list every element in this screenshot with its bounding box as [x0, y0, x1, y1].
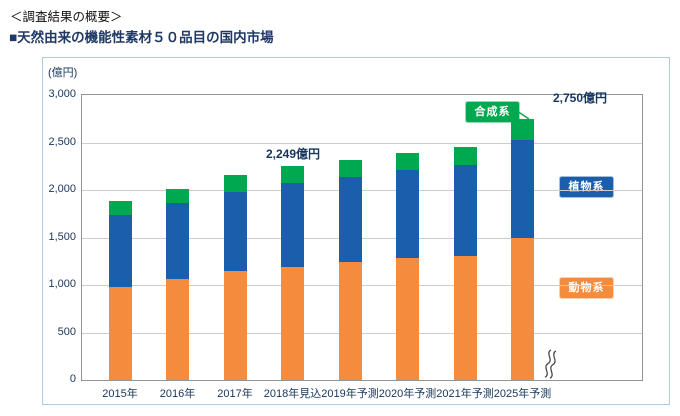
x-axis-tick-label: 2016年: [159, 388, 196, 400]
stacked-bar: [108, 200, 132, 380]
chart-region: (億円) 合成系 植物系 動物系 2,249億円 2,750億円 3,000 2,…: [42, 57, 670, 405]
gridline: [82, 237, 642, 239]
y-axis-tick-label: 2,500: [48, 135, 76, 148]
bar-segment-動物系: [511, 238, 534, 380]
bar-segment-合成系: [281, 166, 304, 183]
bar-segment-植物系: [281, 182, 304, 267]
x-axis-tick-label: 2015年: [102, 388, 138, 400]
y-axis-tick-label: 500: [57, 325, 76, 338]
bar-segment-植物系: [166, 203, 189, 280]
x-axis-tick-label: 2019年予測: [321, 388, 379, 400]
legend-plant: 植物系: [559, 176, 614, 198]
bar-segment-合成系: [396, 152, 419, 171]
bar-segment-動物系: [338, 262, 362, 380]
gridline: [82, 285, 642, 286]
bar-segment-動物系: [396, 258, 419, 380]
y-axis-tick-label: 2,000: [48, 183, 76, 195]
bar-segment-植物系: [396, 170, 419, 259]
stacked-bar: [223, 175, 247, 380]
x-axis-tick-label: 2017年: [217, 388, 253, 400]
bar-segment-合成系: [338, 160, 362, 177]
legend-synthetic: 合成系: [465, 101, 520, 123]
x-axis-tick-label: 2021年予測: [436, 388, 494, 400]
bar-segment-動物系: [223, 270, 247, 380]
gridline: [82, 190, 642, 191]
bar-segment-植物系: [108, 215, 132, 288]
y-axis-tick-label: 1,000: [48, 278, 76, 290]
annotation-2025-total: 2,750億円: [552, 91, 608, 105]
x-axis-tick-label: 2025年予測: [493, 388, 552, 400]
bar-segment-植物系: [223, 191, 247, 271]
bar-segment-合成系: [223, 175, 247, 192]
stacked-bar: [453, 147, 477, 380]
plot-area: 合成系 植物系 動物系 2,249億円 2,750億円 3,000 2,500 2,…: [48, 88, 643, 400]
gridline: [82, 142, 642, 144]
stacked-bar: [396, 152, 419, 380]
legend-connector-line: [516, 110, 530, 120]
x-axis-tick-label: 2020年予測: [378, 388, 437, 400]
stacked-bar: [338, 160, 362, 380]
y-axis-tick-label: 0: [69, 373, 76, 385]
bar-segment-合成系: [166, 188, 189, 204]
stacked-bar: [166, 188, 189, 380]
axis-break-icon: [544, 349, 557, 379]
bar-segment-合成系: [453, 147, 477, 166]
stacked-bar: [281, 166, 304, 380]
bar-segment-合成系: [108, 200, 132, 216]
y-axis-unit-label: (億円): [48, 67, 78, 79]
bar-segment-動物系: [108, 287, 132, 380]
y-axis-tick-label: 1,500: [48, 230, 76, 243]
stacked-bar: [511, 118, 534, 380]
bar-segment-植物系: [338, 176, 362, 263]
bar-segment-植物系: [511, 139, 534, 239]
bar-segment-合成系: [511, 118, 534, 140]
x-axis-tick-label: 2018年見込: [263, 388, 322, 400]
bar-segment-植物系: [453, 165, 477, 256]
bar-segment-動物系: [453, 255, 477, 380]
gridline: [82, 332, 642, 334]
y-axis-tick-label: 3,000: [48, 88, 76, 100]
chart-title: ■天然由来の機能性素材５０品目の国内市場: [9, 30, 274, 45]
report-heading: ＜調査結果の概要＞: [10, 10, 123, 24]
legend-animal: 動物系: [559, 277, 614, 299]
annotation-2018-total: 2,249億円: [265, 147, 321, 161]
bar-segment-動物系: [166, 279, 189, 380]
bar-segment-動物系: [281, 267, 304, 380]
